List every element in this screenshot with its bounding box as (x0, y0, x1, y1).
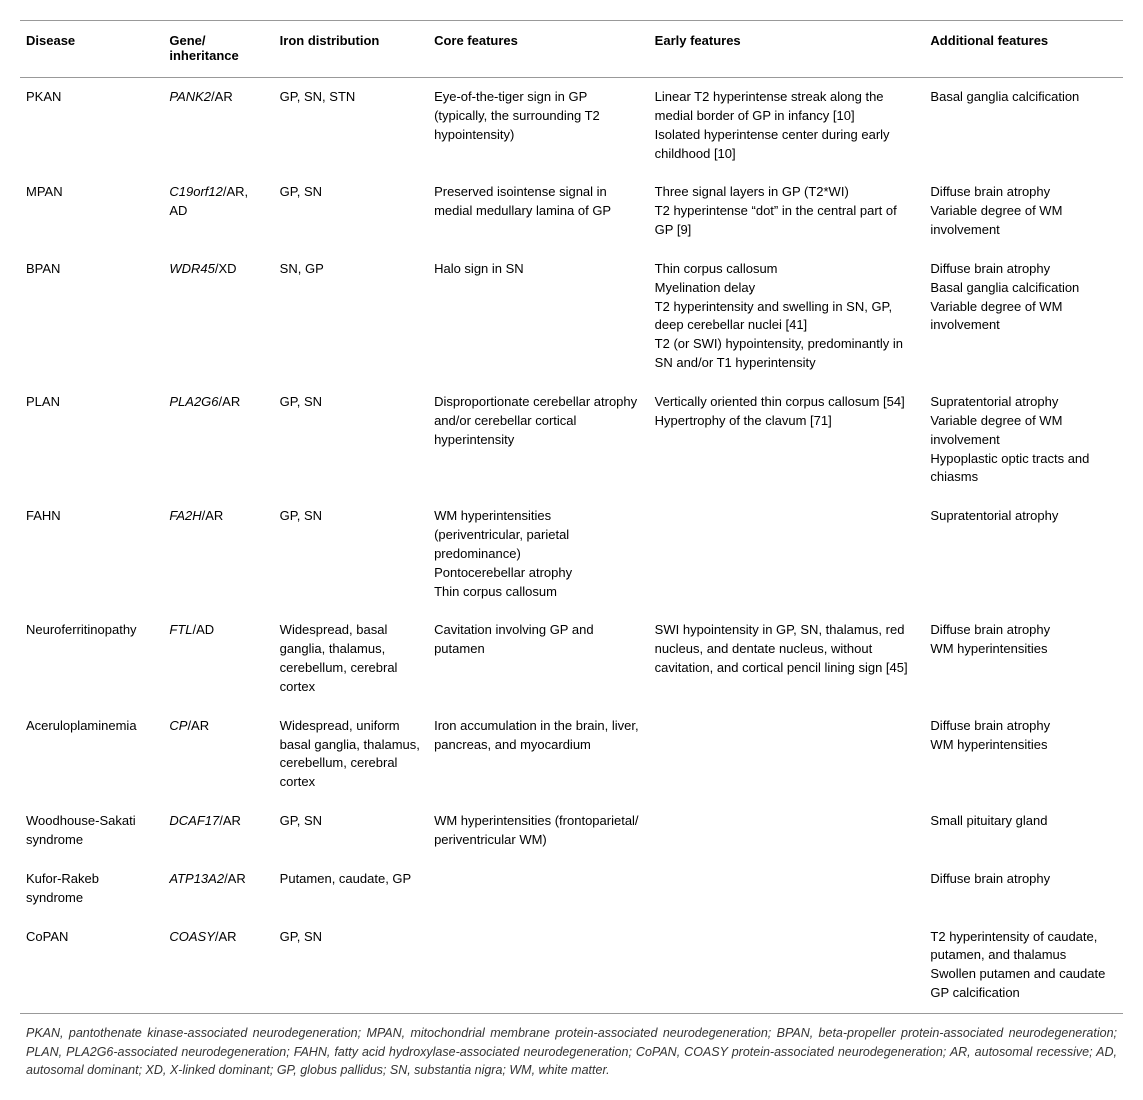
disease-table: DiseaseGene/inheritanceIron distribution… (20, 20, 1123, 1014)
table-row: Kufor-Rakeb syndromeATP13A2/ARPutamen, c… (20, 860, 1123, 918)
table-cell: Basal ganglia calcification (924, 78, 1123, 174)
table-cell (649, 497, 925, 611)
table-row: NeuroferritinopathyFTL/ADWidespread, bas… (20, 611, 1123, 706)
table-cell: SN, GP (274, 250, 428, 383)
table-cell: FAHN (20, 497, 163, 611)
table-cell (428, 860, 649, 918)
table-cell: WM hyperintensities (periventricular, pa… (428, 497, 649, 611)
table-cell: PLAN (20, 383, 163, 497)
table-cell: Supratentorial atrophyVariable degree of… (924, 383, 1123, 497)
table-cell: WDR45/XD (163, 250, 273, 383)
table-body: PKANPANK2/ARGP, SN, STNEye-of-the-tiger … (20, 78, 1123, 1014)
table-cell: CoPAN (20, 918, 163, 1014)
table-cell: BPAN (20, 250, 163, 383)
table-cell: Preserved isointense signal in medial me… (428, 173, 649, 250)
table-cell: PLA2G6/AR (163, 383, 273, 497)
table-cell: Disproportionate cerebellar atrophy and/… (428, 383, 649, 497)
table-cell: WM hyperintensities (frontoparietal/ per… (428, 802, 649, 860)
table-cell: Widespread, basal ganglia, thalamus, cer… (274, 611, 428, 706)
table-cell: GP, SN (274, 802, 428, 860)
table-cell: Kufor-Rakeb syndrome (20, 860, 163, 918)
table-cell: FA2H/AR (163, 497, 273, 611)
column-header: Additional features (924, 21, 1123, 78)
table-cell: Widespread, uniform basal ganglia, thala… (274, 707, 428, 802)
table-row: Woodhouse-Sakati syndromeDCAF17/ARGP, SN… (20, 802, 1123, 860)
table-cell: Iron accumulation in the brain, liver, p… (428, 707, 649, 802)
table-cell: Cavitation involving GP and putamen (428, 611, 649, 706)
table-cell: COASY/AR (163, 918, 273, 1014)
table-cell: T2 hyperintensity of caudate, putamen, a… (924, 918, 1123, 1014)
table-cell: Diffuse brain atrophy (924, 860, 1123, 918)
table-cell: Neuroferritinopathy (20, 611, 163, 706)
table-row: AceruloplaminemiaCP/ARWidespread, unifor… (20, 707, 1123, 802)
column-header: Early features (649, 21, 925, 78)
table-cell: DCAF17/AR (163, 802, 273, 860)
table-row: FAHNFA2H/ARGP, SNWM hyperintensities (pe… (20, 497, 1123, 611)
table-cell (649, 918, 925, 1014)
column-header: Gene/inheritance (163, 21, 273, 78)
table-cell: Eye-of-the-tiger sign in GP (typically, … (428, 78, 649, 174)
column-header: Disease (20, 21, 163, 78)
table-cell: GP, SN (274, 918, 428, 1014)
table-cell: Woodhouse-Sakati syndrome (20, 802, 163, 860)
table-cell: Diffuse brain atrophyWM hyperintensities (924, 707, 1123, 802)
table-cell: CP/AR (163, 707, 273, 802)
table-cell (649, 802, 925, 860)
table-cell: Linear T2 hyperintense streak along the … (649, 78, 925, 174)
table-row: BPANWDR45/XDSN, GPHalo sign in SNThin co… (20, 250, 1123, 383)
table-cell: Aceruloplaminemia (20, 707, 163, 802)
table-cell: PKAN (20, 78, 163, 174)
table-cell: Thin corpus callosumMyelination delayT2 … (649, 250, 925, 383)
table-cell (649, 707, 925, 802)
table-cell: ATP13A2/AR (163, 860, 273, 918)
table-cell: SWI hypointensity in GP, SN, thalamus, r… (649, 611, 925, 706)
table-footnote: PKAN, pantothenate kinase-associated neu… (20, 1014, 1123, 1080)
table-cell: C19orf12/AR, AD (163, 173, 273, 250)
table-cell (649, 860, 925, 918)
table-cell: Diffuse brain atrophyWM hyperintensities (924, 611, 1123, 706)
table-cell: Three signal layers in GP (T2*WI)T2 hype… (649, 173, 925, 250)
table-cell: Vertically oriented thin corpus callosum… (649, 383, 925, 497)
table-cell: MPAN (20, 173, 163, 250)
column-header: Core features (428, 21, 649, 78)
table-header-row: DiseaseGene/inheritanceIron distribution… (20, 21, 1123, 78)
table-cell: Diffuse brain atrophyVariable degree of … (924, 173, 1123, 250)
table-cell: GP, SN (274, 497, 428, 611)
table-cell: PANK2/AR (163, 78, 273, 174)
table-cell: Putamen, caudate, GP (274, 860, 428, 918)
table-row: CoPANCOASY/ARGP, SN T2 hyperintensity of … (20, 918, 1123, 1014)
table-row: PKANPANK2/ARGP, SN, STNEye-of-the-tiger … (20, 78, 1123, 174)
table-cell: Supratentorial atrophy (924, 497, 1123, 611)
table-cell (428, 918, 649, 1014)
table-cell: GP, SN (274, 383, 428, 497)
table-cell: Diffuse brain atrophyBasal ganglia calci… (924, 250, 1123, 383)
table-cell: GP, SN (274, 173, 428, 250)
table-row: MPANC19orf12/AR, ADGP, SNPreserved isoin… (20, 173, 1123, 250)
column-header: Iron distribution (274, 21, 428, 78)
table-cell: FTL/AD (163, 611, 273, 706)
table-row: PLANPLA2G6/ARGP, SNDisproportionate cere… (20, 383, 1123, 497)
table-cell: Small pituitary gland (924, 802, 1123, 860)
table-cell: Halo sign in SN (428, 250, 649, 383)
table-cell: GP, SN, STN (274, 78, 428, 174)
